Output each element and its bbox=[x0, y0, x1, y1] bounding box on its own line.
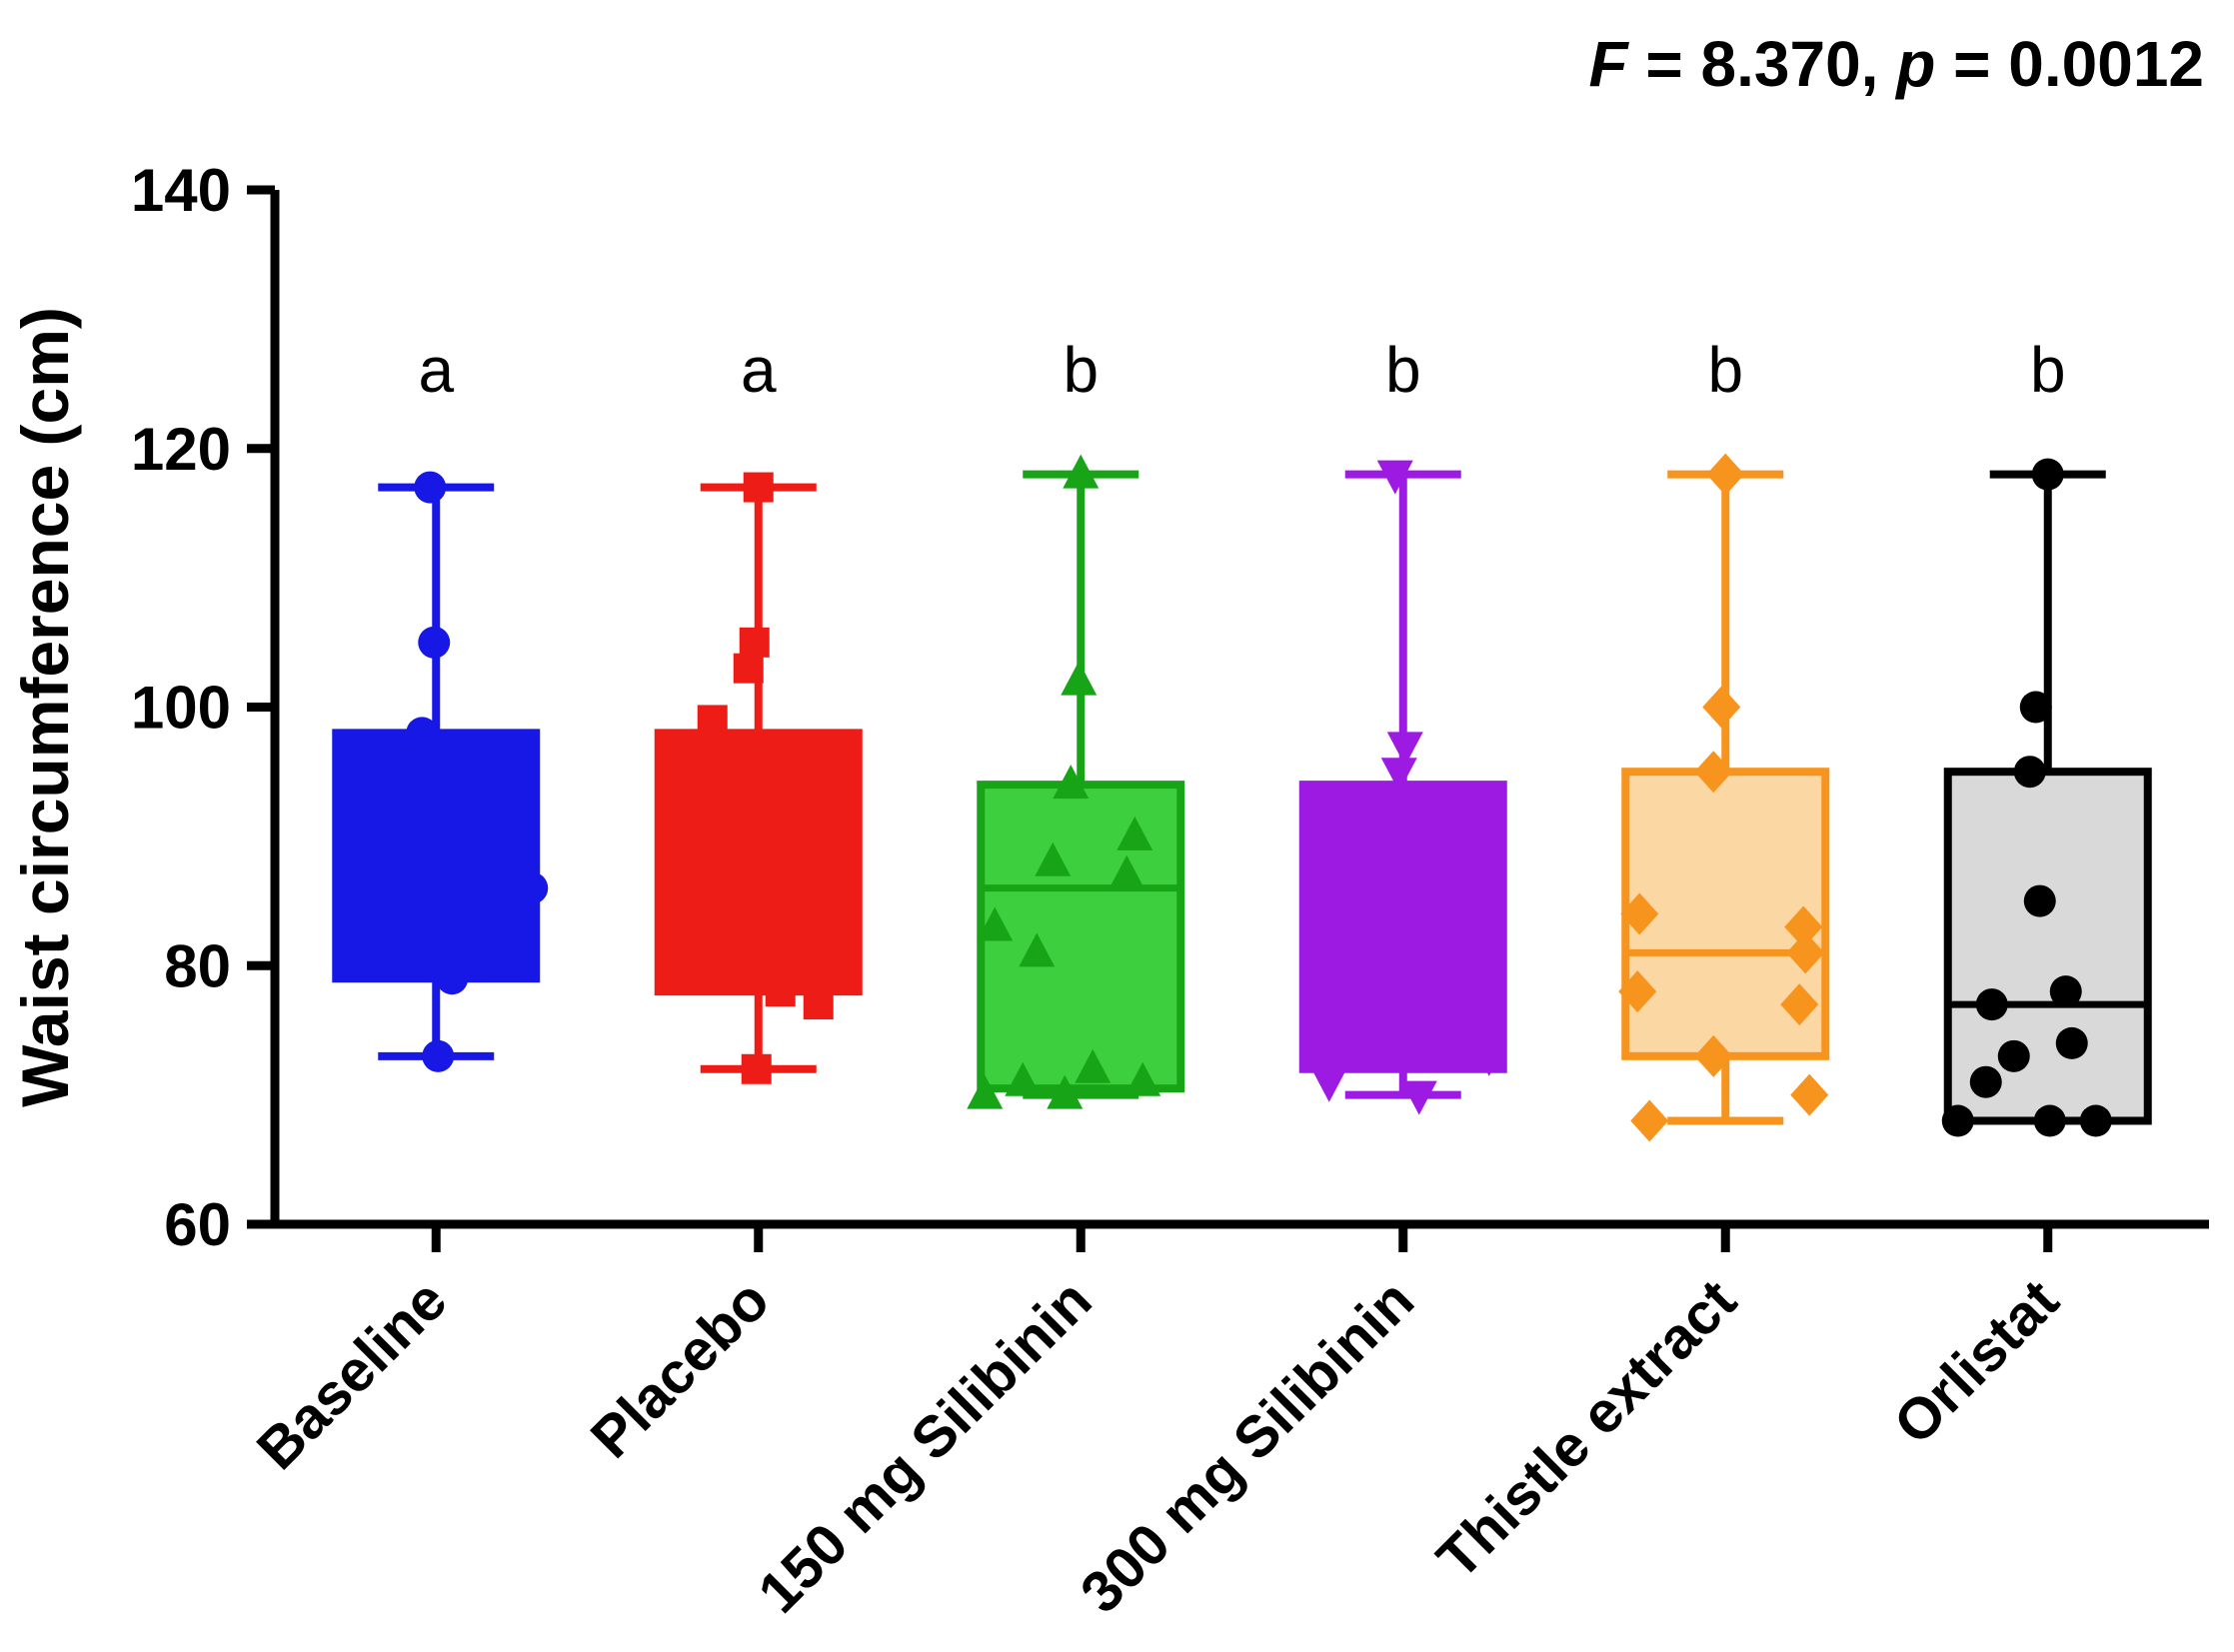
data-point bbox=[1376, 460, 1413, 495]
data-point bbox=[2079, 1104, 2112, 1137]
box-rect bbox=[654, 729, 863, 996]
x-tick-label: 300 mg Silibinin bbox=[1069, 1267, 1426, 1625]
data-point bbox=[1630, 1099, 1669, 1142]
data-point bbox=[733, 653, 764, 684]
data-point bbox=[1786, 931, 1825, 974]
data-point bbox=[1780, 983, 1819, 1026]
significance-letter: b bbox=[2030, 334, 2066, 406]
data-point bbox=[1618, 970, 1657, 1013]
box-group-baseline: a Baseline bbox=[245, 334, 549, 1482]
x-tick-label: Baseline bbox=[245, 1267, 460, 1482]
data-point bbox=[414, 471, 447, 504]
data-point bbox=[1400, 1080, 1437, 1115]
data-point bbox=[1620, 892, 1659, 935]
data-point bbox=[765, 976, 796, 1007]
data-point bbox=[741, 1053, 772, 1084]
y-tick-label: 80 bbox=[164, 932, 231, 999]
data-point bbox=[1386, 732, 1423, 767]
axes: 60 80 100 120 140 bbox=[131, 157, 2209, 1258]
data-point bbox=[1694, 751, 1733, 794]
data-point bbox=[977, 906, 1014, 941]
y-tick-label: 120 bbox=[131, 416, 231, 483]
data-point bbox=[1702, 686, 1741, 729]
data-point bbox=[406, 717, 439, 750]
data-point bbox=[1380, 758, 1417, 793]
data-point bbox=[1975, 988, 2008, 1021]
data-point bbox=[1941, 1104, 1974, 1137]
data-point bbox=[516, 871, 549, 904]
box-group-orlistat: b Orlistat bbox=[1881, 334, 2152, 1457]
x-tick-label: Thistle extract bbox=[1424, 1267, 1748, 1591]
x-tick-label: Orlistat bbox=[1881, 1267, 2071, 1457]
data-point bbox=[1075, 1048, 1112, 1083]
box-rect bbox=[332, 729, 541, 983]
data-point bbox=[1470, 1041, 1507, 1076]
data-point bbox=[2019, 691, 2052, 724]
data-point bbox=[1053, 765, 1090, 800]
data-point bbox=[1784, 905, 1823, 948]
significance-letter: a bbox=[418, 334, 454, 406]
data-point bbox=[436, 962, 469, 995]
data-point bbox=[2055, 1026, 2088, 1059]
data-point bbox=[1790, 1073, 1829, 1116]
data-point bbox=[478, 858, 511, 891]
data-point bbox=[2031, 458, 2064, 491]
data-point bbox=[1969, 1065, 2002, 1098]
x-tick-label: 150 mg Silibinin bbox=[746, 1267, 1104, 1625]
data-point bbox=[1047, 1074, 1084, 1109]
data-point bbox=[2013, 756, 2046, 789]
data-point bbox=[418, 626, 451, 659]
data-point bbox=[380, 949, 413, 982]
significance-letter: b bbox=[1385, 334, 1421, 406]
data-point bbox=[1063, 454, 1100, 489]
data-point bbox=[1694, 1034, 1733, 1077]
stat-annotation: F = 8.370, p = 0.0012 bbox=[1588, 28, 2204, 100]
data-point bbox=[697, 705, 728, 736]
significance-letter: a bbox=[741, 334, 777, 406]
data-point bbox=[743, 472, 774, 503]
data-point bbox=[739, 627, 770, 658]
data-point bbox=[1061, 661, 1098, 696]
data-point bbox=[1310, 1067, 1347, 1102]
y-tick-label: 140 bbox=[131, 157, 231, 224]
data-point bbox=[1109, 854, 1145, 889]
data-point bbox=[1706, 453, 1745, 496]
significance-letter: b bbox=[1707, 334, 1743, 406]
data-point bbox=[2033, 1104, 2066, 1137]
y-tick-label: 100 bbox=[131, 675, 231, 742]
data-point bbox=[681, 950, 712, 981]
data-point bbox=[1117, 816, 1153, 850]
data-point bbox=[1035, 841, 1072, 876]
data-point bbox=[2023, 884, 2056, 917]
data-point bbox=[1124, 1061, 1161, 1096]
box-group-placebo: a Placebo bbox=[579, 334, 863, 1470]
data-point bbox=[1005, 1061, 1042, 1096]
y-tick-label: 60 bbox=[164, 1191, 231, 1258]
x-tick-label: Placebo bbox=[579, 1267, 782, 1470]
significance-letter: b bbox=[1063, 334, 1099, 406]
y-axis-title: Waist circumference (cm) bbox=[8, 307, 82, 1107]
data-point bbox=[967, 1074, 1004, 1109]
data-point bbox=[803, 989, 834, 1020]
data-point bbox=[2049, 975, 2082, 1008]
data-point bbox=[422, 1039, 455, 1072]
data-point bbox=[1019, 932, 1056, 967]
box-rect bbox=[977, 781, 1185, 1093]
data-point bbox=[1997, 1039, 2030, 1072]
